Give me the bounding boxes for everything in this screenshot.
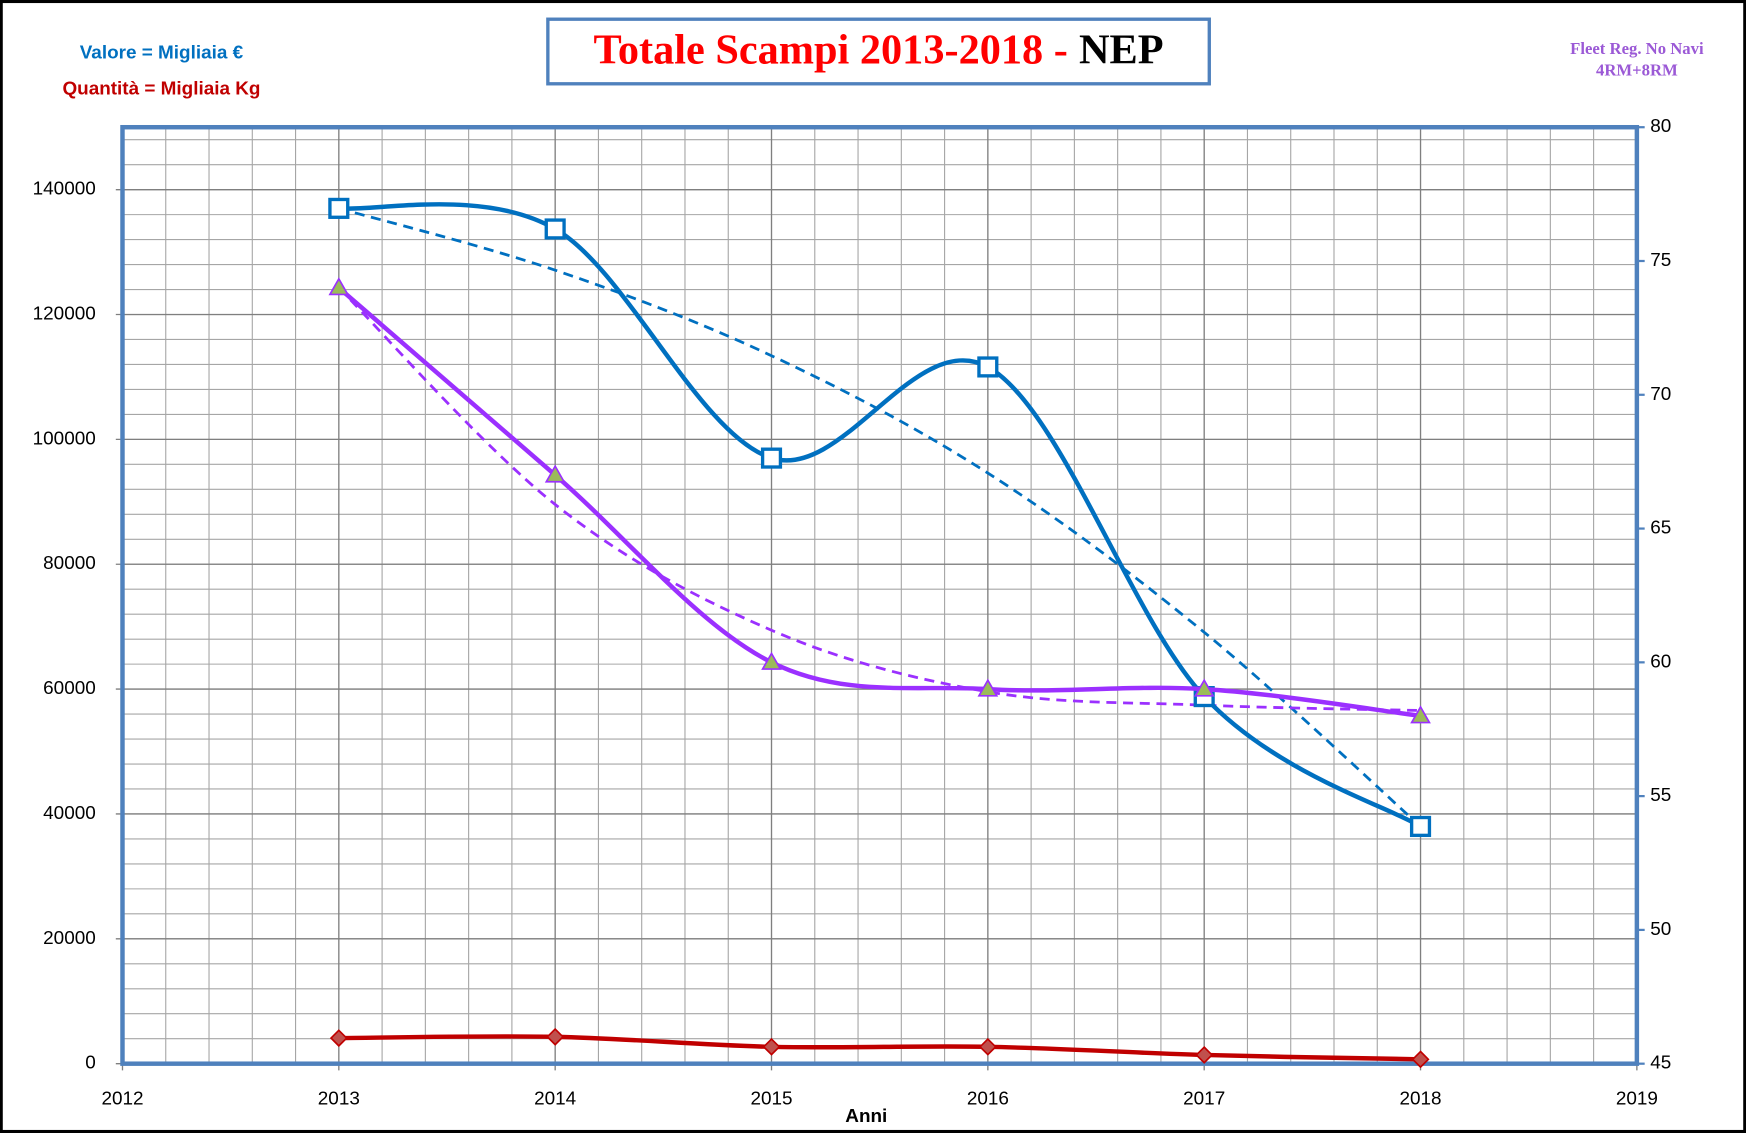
marker bbox=[1409, 815, 1432, 838]
marker bbox=[544, 464, 566, 483]
y-tick-label: 0 bbox=[85, 1053, 96, 1074]
marker bbox=[762, 1037, 781, 1056]
x-tick-label: 2012 bbox=[101, 1088, 143, 1109]
marker bbox=[329, 1029, 348, 1048]
x-tick-label: 2014 bbox=[534, 1088, 576, 1109]
y2-tick-label: 65 bbox=[1650, 518, 1671, 539]
chart-title: Totale Scampi 2013-2018 - NEP bbox=[594, 26, 1164, 73]
marker bbox=[977, 678, 999, 697]
x-tick-label: 2019 bbox=[1616, 1088, 1658, 1109]
annotation: Fleet Reg. No Navi bbox=[1570, 39, 1704, 58]
y-tick-label: 120000 bbox=[33, 304, 96, 325]
x-tick-label: 2016 bbox=[967, 1088, 1009, 1109]
x-tick-label: 2013 bbox=[318, 1088, 360, 1109]
x-tick-label: 2015 bbox=[750, 1088, 792, 1109]
y2-tick-label: 55 bbox=[1650, 785, 1671, 806]
y-tick-label: 60000 bbox=[43, 678, 96, 699]
y-tick-label: 100000 bbox=[33, 428, 96, 449]
marker bbox=[328, 197, 350, 219]
marker bbox=[978, 1037, 997, 1056]
marker bbox=[544, 218, 566, 240]
y2-tick-label: 45 bbox=[1650, 1053, 1671, 1074]
marker bbox=[1410, 705, 1431, 724]
y2-tick-label: 60 bbox=[1650, 651, 1671, 672]
marker bbox=[977, 356, 999, 378]
y2-tick-label: 50 bbox=[1650, 919, 1671, 940]
title-text: Totale Scampi 2013-2018 - bbox=[594, 26, 1068, 73]
title-highlight: NEP bbox=[1079, 26, 1164, 73]
y-tick-label: 40000 bbox=[43, 803, 96, 824]
trend-line bbox=[337, 286, 1421, 712]
marker bbox=[328, 277, 350, 296]
marker bbox=[1193, 678, 1215, 697]
marker bbox=[1195, 1045, 1214, 1064]
marker bbox=[761, 651, 782, 670]
series-line bbox=[338, 1034, 1421, 1062]
marker bbox=[1411, 1050, 1430, 1069]
y-tick-label: 140000 bbox=[33, 179, 96, 200]
series-line bbox=[337, 286, 1421, 719]
marker bbox=[760, 447, 783, 469]
y-tick-label: 20000 bbox=[43, 928, 96, 949]
annotation: Quantità = Migliaia Kg bbox=[62, 78, 260, 99]
x-tick-label: 2017 bbox=[1183, 1088, 1225, 1109]
y2-tick-label: 70 bbox=[1650, 384, 1671, 405]
x-axis-label: Anni bbox=[845, 1106, 887, 1127]
x-tick-label: 2018 bbox=[1400, 1088, 1442, 1109]
plot-area bbox=[122, 127, 1637, 1064]
marker bbox=[546, 1027, 565, 1046]
y-tick-label: 80000 bbox=[43, 553, 96, 574]
plot-border bbox=[120, 124, 1640, 1066]
title-box bbox=[546, 17, 1211, 86]
annotation: 4RM+8RM bbox=[1596, 60, 1678, 79]
y2-tick-label: 75 bbox=[1650, 250, 1671, 271]
annotation: Valore = Migliaia € bbox=[80, 43, 244, 64]
trend-line bbox=[338, 207, 1422, 828]
y2-tick-label: 80 bbox=[1650, 116, 1671, 137]
